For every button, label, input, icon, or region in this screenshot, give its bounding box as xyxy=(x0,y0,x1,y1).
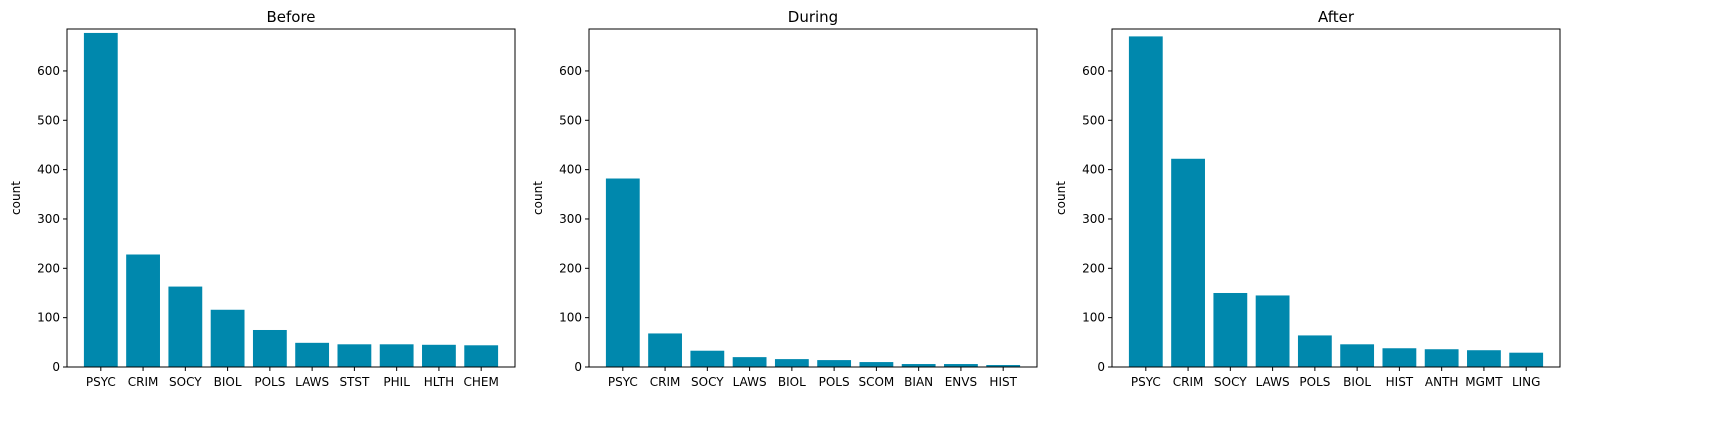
bar-socy xyxy=(168,286,203,367)
bar-pols xyxy=(817,360,852,367)
x-tick-label: ANTH xyxy=(1425,375,1459,389)
bar-pols xyxy=(1297,335,1332,367)
y-tick-label: 600 xyxy=(37,64,60,78)
bar-hlth xyxy=(422,344,456,367)
y-tick-label: 200 xyxy=(559,261,582,275)
y-tick-label: 100 xyxy=(1082,311,1105,325)
x-tick-label: SOCY xyxy=(691,375,724,389)
y-tick-label: 0 xyxy=(52,360,60,374)
bar-laws xyxy=(1255,295,1290,367)
y-axis-label: count xyxy=(1054,181,1068,215)
bar-biol xyxy=(774,359,809,367)
x-tick-label: CRIM xyxy=(1173,375,1204,389)
x-tick-label: MGMT xyxy=(1465,375,1503,389)
y-tick-label: 300 xyxy=(37,212,60,226)
x-tick-label: LAWS xyxy=(733,375,767,389)
y-tick-label: 0 xyxy=(1097,360,1105,374)
y-tick-label: 600 xyxy=(1082,64,1105,78)
bar-psyc xyxy=(83,32,118,367)
y-axis-label: count xyxy=(531,181,545,215)
y-tick-label: 100 xyxy=(37,311,60,325)
bar-ling xyxy=(1509,352,1544,367)
x-tick-label: SOCY xyxy=(169,375,202,389)
bar-scom xyxy=(859,362,894,367)
x-tick-label: PSYC xyxy=(1131,375,1161,389)
bar-stst xyxy=(337,344,372,367)
bar-laws xyxy=(295,342,330,367)
bar-psyc xyxy=(1128,36,1163,367)
x-tick-label: POLS xyxy=(819,375,850,389)
bar-biol xyxy=(210,309,245,367)
y-axis-label: count xyxy=(9,181,23,215)
chart-panel-before: Before count 0 100 200 300 400 500 600 PSYC CRIM… xyxy=(9,8,516,389)
bar-socy xyxy=(1213,292,1248,367)
bar-envs xyxy=(944,364,978,367)
bar-crim xyxy=(126,254,160,367)
x-tick-label: CRIM xyxy=(128,375,159,389)
bar-chem xyxy=(464,345,499,367)
bar-biol xyxy=(1340,344,1375,367)
x-tick-label: POLS xyxy=(1299,375,1330,389)
bar-pols xyxy=(252,329,287,367)
bar-crim xyxy=(1171,158,1205,367)
y-tick-label: 400 xyxy=(37,163,60,177)
bar-bian xyxy=(901,364,936,367)
x-tick-label: SCOM xyxy=(858,375,894,389)
x-tick-label: BIOL xyxy=(1343,375,1371,389)
x-tick-label: BIOL xyxy=(214,375,242,389)
bar-laws xyxy=(732,357,767,367)
y-tick-label: 500 xyxy=(559,113,582,127)
bar-hist xyxy=(1382,348,1417,367)
x-tick-label: LING xyxy=(1512,375,1541,389)
chart-title: During xyxy=(788,8,838,26)
y-tick-label: 0 xyxy=(574,360,582,374)
y-tick-label: 300 xyxy=(1082,212,1105,226)
y-tick-label: 400 xyxy=(1082,163,1105,177)
bar-crim xyxy=(648,333,682,367)
x-tick-label: BIAN xyxy=(904,375,933,389)
bar-anth xyxy=(1424,349,1459,367)
x-tick-label: ENVS xyxy=(945,375,977,389)
x-tick-label: PHIL xyxy=(383,375,410,389)
bar-psyc xyxy=(605,178,640,367)
chart-panel-after: After count 0 100 200 300 400 500 600 PSYC CRIM S… xyxy=(1054,8,1561,389)
y-tick-label: 300 xyxy=(559,212,582,226)
y-tick-label: 200 xyxy=(1082,261,1105,275)
x-tick-label: CHEM xyxy=(464,375,499,389)
chart-title: After xyxy=(1318,8,1355,26)
x-tick-label: LAWS xyxy=(1256,375,1290,389)
y-tick-label: 500 xyxy=(1082,113,1105,127)
y-tick-label: 400 xyxy=(559,163,582,177)
x-tick-label: LAWS xyxy=(295,375,329,389)
x-tick-label: POLS xyxy=(254,375,285,389)
x-tick-label: HLTH xyxy=(424,375,454,389)
plot-frame xyxy=(588,28,1038,368)
plot-frame xyxy=(66,28,516,368)
plot-frame xyxy=(1111,28,1561,368)
x-tick-label: PSYC xyxy=(86,375,116,389)
bar-phil xyxy=(379,344,414,367)
x-tick-label: HIST xyxy=(989,375,1017,389)
y-tick-label: 600 xyxy=(559,64,582,78)
y-tick-label: 100 xyxy=(559,311,582,325)
x-tick-label: BIOL xyxy=(778,375,806,389)
bar-hist xyxy=(986,365,1021,367)
chart-panel-during: During count 0 100 200 300 400 500 600 PSYC CRIM… xyxy=(531,8,1038,389)
x-tick-label: HIST xyxy=(1386,375,1414,389)
x-tick-label: PSYC xyxy=(608,375,638,389)
y-tick-label: 200 xyxy=(37,261,60,275)
y-tick-label: 500 xyxy=(37,113,60,127)
x-tick-label: CRIM xyxy=(650,375,681,389)
bar-mgmt xyxy=(1467,350,1501,367)
x-tick-label: SOCY xyxy=(1214,375,1247,389)
chart-title: Before xyxy=(266,8,315,26)
x-tick-label: STST xyxy=(339,375,370,389)
bar-socy xyxy=(690,350,725,367)
